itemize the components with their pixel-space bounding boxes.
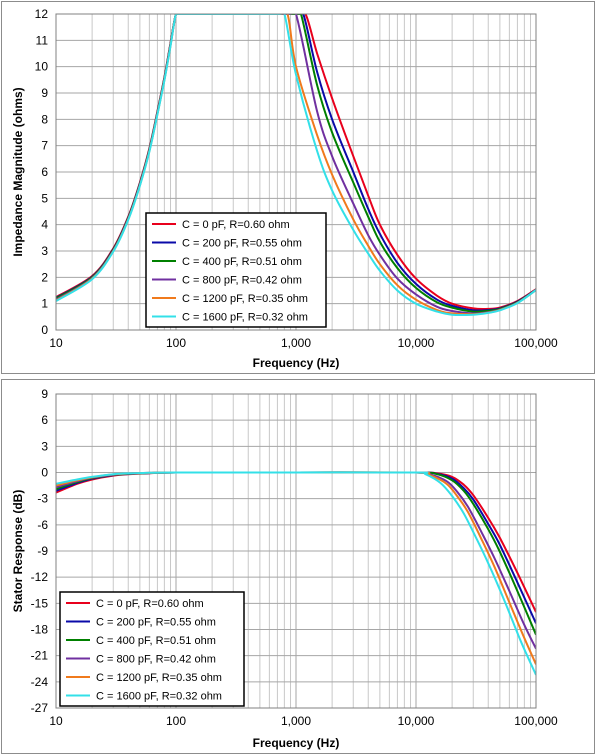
y-tick-label: -6 bbox=[37, 518, 48, 532]
legend-entry: C = 800 pF, R=0.42 ohm bbox=[182, 275, 302, 287]
x-tick-label: 10,000 bbox=[398, 714, 435, 728]
legend: C = 0 pF, R=0.60 ohm C = 200 pF, R=0.55 o… bbox=[59, 591, 245, 707]
legend-entry: C = 1200 pF, R=0.35 ohm bbox=[182, 293, 308, 305]
legend-entry: C = 400 pF, R=0.51 ohm bbox=[182, 256, 302, 268]
stator-response-chart-panel: 10 100 1,000 10,000 100,000 -27 -24 -21 -18 -15 -1… bbox=[1, 379, 595, 754]
series-lines bbox=[56, 14, 536, 317]
y-tick-label: -21 bbox=[31, 649, 49, 663]
plot-frame bbox=[55, 13, 537, 331]
x-tick-label: 100 bbox=[166, 336, 186, 350]
x-axis-title: Frequency (Hz) bbox=[253, 356, 340, 370]
x-tick-label: 1,000 bbox=[281, 714, 311, 728]
legend-box bbox=[145, 212, 327, 328]
impedance-chart: 10 100 1,000 10,000 100,0000123456789101112 … bbox=[11, 7, 558, 370]
y-tick-label: 2 bbox=[41, 270, 48, 284]
y-tick-label: 1 bbox=[41, 297, 48, 311]
legend-entry: C = 1600 pF, R=0.32 ohm bbox=[182, 312, 308, 324]
legend-entry: C = 0 pF, R=0.60 ohm bbox=[96, 598, 204, 610]
y-tick-label: 11 bbox=[36, 33, 49, 47]
y-tick-label: -3 bbox=[37, 492, 48, 506]
legend-entry: C = 400 pF, R=0.51 ohm bbox=[96, 635, 216, 647]
y-tick-label: 7 bbox=[41, 139, 48, 153]
legend-entry: C = 1200 pF, R=0.35 ohm bbox=[96, 672, 222, 684]
x-tick-label: 100 bbox=[166, 714, 186, 728]
legend-entry: C = 0 pF, R=0.60 ohm bbox=[182, 219, 290, 231]
impedance-chart-panel: 10 100 1,000 10,000 100,000 0 1 2 3 4 5 6 7 8 9 10 11 12 … bbox=[1, 1, 595, 374]
y-tick-label: -15 bbox=[31, 596, 49, 610]
legend: C = 0 pF, R=0.60 ohm C = 200 pF, R=0.55 o… bbox=[145, 212, 327, 328]
plot-frame bbox=[55, 393, 537, 709]
y-tick-label: -24 bbox=[31, 675, 49, 689]
tick-labels: 10 100 1,000 10,000 100,000 -27 -24 -21 -18 -15 -1… bbox=[31, 387, 558, 728]
y-tick-label: 0 bbox=[41, 466, 48, 480]
y-axis-title: Stator Response (dB) bbox=[11, 490, 25, 613]
y-tick-label: 9 bbox=[41, 387, 48, 401]
y-tick-label: 6 bbox=[41, 165, 48, 179]
y-tick-label: 10 bbox=[35, 60, 49, 74]
y-tick-label: -27 bbox=[31, 701, 49, 715]
y-tick-label: -12 bbox=[31, 570, 49, 584]
series-line-5 bbox=[56, 14, 536, 317]
x-tick-label: 10 bbox=[49, 336, 63, 350]
x-tick-label: 100,000 bbox=[514, 714, 558, 728]
y-tick-label: 3 bbox=[41, 244, 48, 258]
y-tick-label: 4 bbox=[41, 218, 48, 232]
y-tick-label: -9 bbox=[37, 544, 48, 558]
series-lines bbox=[56, 471, 536, 676]
x-tick-label: 10,000 bbox=[398, 336, 435, 350]
y-tick-label: 0 bbox=[41, 323, 48, 337]
stator-response-chart: 10 100 1,000 10,000 100,000 -27 -24 -21 -18 -15 -1… bbox=[11, 387, 558, 750]
legend-entry: C = 200 pF, R=0.55 ohm bbox=[96, 617, 216, 629]
x-tick-label: 100,000 bbox=[514, 336, 558, 350]
y-tick-label: 12 bbox=[35, 7, 49, 21]
y-axis-title: Impedance Magnitude (ohms) bbox=[11, 87, 25, 256]
y-tick-label: 9 bbox=[41, 86, 48, 100]
y-tick-label: -18 bbox=[31, 623, 49, 637]
y-tick-label: 3 bbox=[41, 439, 48, 453]
x-tick-label: 1,000 bbox=[281, 336, 311, 350]
plot-border bbox=[55, 393, 537, 709]
plot-border bbox=[55, 13, 537, 331]
y-tick-label: 5 bbox=[41, 191, 48, 205]
legend-entry: C = 800 pF, R=0.42 ohm bbox=[96, 654, 216, 666]
x-tick-label: 10 bbox=[49, 714, 63, 728]
legend-entry: C = 200 pF, R=0.55 ohm bbox=[182, 238, 302, 250]
y-tick-label: 6 bbox=[41, 413, 48, 427]
x-axis-title: Frequency (Hz) bbox=[253, 736, 340, 750]
legend-box bbox=[59, 591, 245, 707]
series-line-5 bbox=[56, 471, 536, 676]
y-tick-label: 8 bbox=[41, 112, 48, 126]
legend-entry: C = 1600 pF, R=0.32 ohm bbox=[96, 691, 222, 703]
